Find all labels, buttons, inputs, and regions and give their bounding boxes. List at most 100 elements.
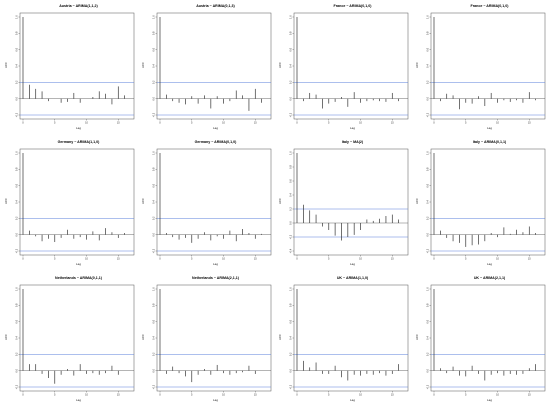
x-axis-label: Lag [349,126,355,130]
y-tick-label: 0.2 [289,207,293,211]
x-axis-label: Lag [212,398,218,402]
y-tick-label: 0.8 [15,303,19,307]
plot-frame [19,284,135,392]
y-axis-label: ACF [4,62,8,68]
y-tick-label: 0.4 [426,64,430,68]
y-tick-label: 0.2 [289,352,293,356]
chart-title: France ~ ARIMA(0,1,0) [470,4,509,8]
x-tick-label: 10 [222,393,225,397]
x-tick-label: 15 [117,393,120,397]
x-tick-label: 15 [528,257,531,261]
y-tick-label: 0.8 [152,167,156,171]
x-tick-label: 5 [465,393,467,397]
chart-title: Netherlands ~ ARIMA(0,1,1) [55,276,102,280]
x-tick-label: 5 [54,393,56,397]
x-tick-label: 0 [22,121,24,125]
x-tick-label: 0 [159,257,161,261]
y-tick-label: 0.6 [289,319,293,323]
plot-frame [293,12,409,120]
acf-panel: -0.2 0.0 0.2 0.4 0.6 0.8 1.0 0 5 10 15 UK ~ ARIMA(2… [411,272,548,408]
y-tick-label: 0.4 [15,64,19,68]
x-tick-label: 15 [528,121,531,125]
x-tick-label: 15 [254,121,257,125]
y-tick-label: -0.2 [15,112,19,117]
x-tick-label: 15 [117,121,120,125]
y-axis-label: ACF [4,198,8,204]
x-tick-label: 5 [191,121,193,125]
x-tick-label: 10 [222,257,225,261]
x-tick-label: 10 [85,121,88,125]
plot-frame [430,148,546,256]
acf-panel: -0.2 0.0 0.2 0.4 0.6 0.8 1.0 0 5 10 15 UK ~ ARIMA(1… [274,272,411,408]
acf-panel: -0.2 0.0 0.2 0.4 0.6 0.8 1.0 0 5 10 15 Austria ~ AR… [137,0,274,136]
x-tick-label: 15 [391,257,394,261]
x-axis-label: Lag [212,262,218,266]
acf-panel: -0.2 0.0 0.2 0.4 0.6 0.8 1.0 0 5 10 15 Austria ~ AR… [0,0,137,136]
y-tick-label: 0.8 [289,31,293,35]
plot-frame [156,12,272,120]
y-tick-label: 0.2 [426,80,430,84]
y-tick-label: 0.4 [15,200,19,204]
x-axis-label: Lag [349,262,355,266]
y-tick-label: 0.4 [152,200,156,204]
y-tick-label: 1.0 [426,287,430,291]
y-tick-label: 0.6 [152,47,156,51]
y-axis-label: ACF [278,334,282,340]
acf-panel: -0.2 0.0 0.2 0.4 0.6 0.8 1.0 0 5 10 15 Germany ~ AR… [0,136,137,272]
chart-title: France ~ ARIMA(0,1,0) [333,4,372,8]
x-tick-label: 10 [359,393,362,397]
x-tick-label: 0 [159,121,161,125]
y-tick-label: 0.6 [426,319,430,323]
y-tick-label: 1.0 [289,151,293,155]
acf-plot: -0.2 0.0 0.2 0.4 0.6 0.8 1.0 0 5 10 15 [426,284,546,397]
x-tick-label: 0 [159,393,161,397]
y-tick-label: -0.2 [152,112,156,117]
y-tick-label: -0.2 [15,248,19,253]
y-tick-label: 0.4 [152,64,156,68]
y-tick-label: 0.6 [15,319,19,323]
y-tick-label: -0.4 [289,248,293,253]
acf-plot: -0.2 0.0 0.2 0.4 0.6 0.8 1.0 0 5 10 15 [15,12,135,125]
y-tick-label: 0.4 [15,336,19,340]
acf-panel: -0.2 0.0 0.2 0.4 0.6 0.8 1.0 0 5 10 15 Italy ~ ARIM… [411,136,548,272]
y-tick-label: -0.2 [426,112,430,117]
y-tick-label: -0.2 [152,248,156,253]
x-tick-label: 15 [254,257,257,261]
x-tick-label: 5 [54,257,56,261]
y-tick-label: 0.8 [426,31,430,35]
plot-frame [293,284,409,392]
plot-frame [156,148,272,256]
x-tick-label: 15 [391,121,394,125]
x-tick-label: 5 [465,121,467,125]
y-axis-label: ACF [141,334,145,340]
y-tick-label: 0.2 [152,216,156,220]
y-tick-label: 0.4 [289,193,293,197]
plot-frame [430,12,546,120]
y-tick-label: 0.6 [289,179,293,183]
x-tick-label: 10 [496,121,499,125]
y-tick-label: 0.2 [15,216,19,220]
y-tick-label: 0.8 [152,303,156,307]
acf-panel: -0.2 0.0 0.2 0.4 0.6 0.8 1.0 0 5 10 15 Netherlands … [137,272,274,408]
chart-title: Italy ~ MA(2) [341,140,364,144]
x-tick-label: 5 [191,257,193,261]
y-tick-label: 0.8 [289,165,293,169]
y-tick-label: 0.0 [426,368,430,372]
y-tick-label: 0.4 [426,200,430,204]
x-tick-label: 5 [328,121,330,125]
y-tick-label: 0.6 [15,47,19,51]
acf-plot: -0.2 0.0 0.2 0.4 0.6 0.8 1.0 0 5 10 15 [15,284,135,397]
y-tick-label: 0.0 [289,221,293,225]
y-tick-label: 0.0 [152,368,156,372]
y-axis-label: ACF [141,62,145,68]
x-tick-label: 5 [465,257,467,261]
y-tick-label: -0.2 [289,112,293,117]
acf-plot: -0.2 0.0 0.2 0.4 0.6 0.8 1.0 0 5 10 15 [152,12,272,125]
y-tick-label: 0.6 [426,183,430,187]
x-axis-label: Lag [75,262,81,266]
acf-panel: -0.2 0.0 0.2 0.4 0.6 0.8 1.0 0 5 10 15 Germany ~ AR… [137,136,274,272]
x-tick-label: 10 [85,257,88,261]
chart-title: Germany ~ ARIMA(0,1,0) [194,140,237,144]
acf-plot: -0.4 -0.2 0.0 0.2 0.4 0.6 0.8 1.0 0 5 10 15 [289,148,409,261]
x-axis-label: Lag [349,398,355,402]
